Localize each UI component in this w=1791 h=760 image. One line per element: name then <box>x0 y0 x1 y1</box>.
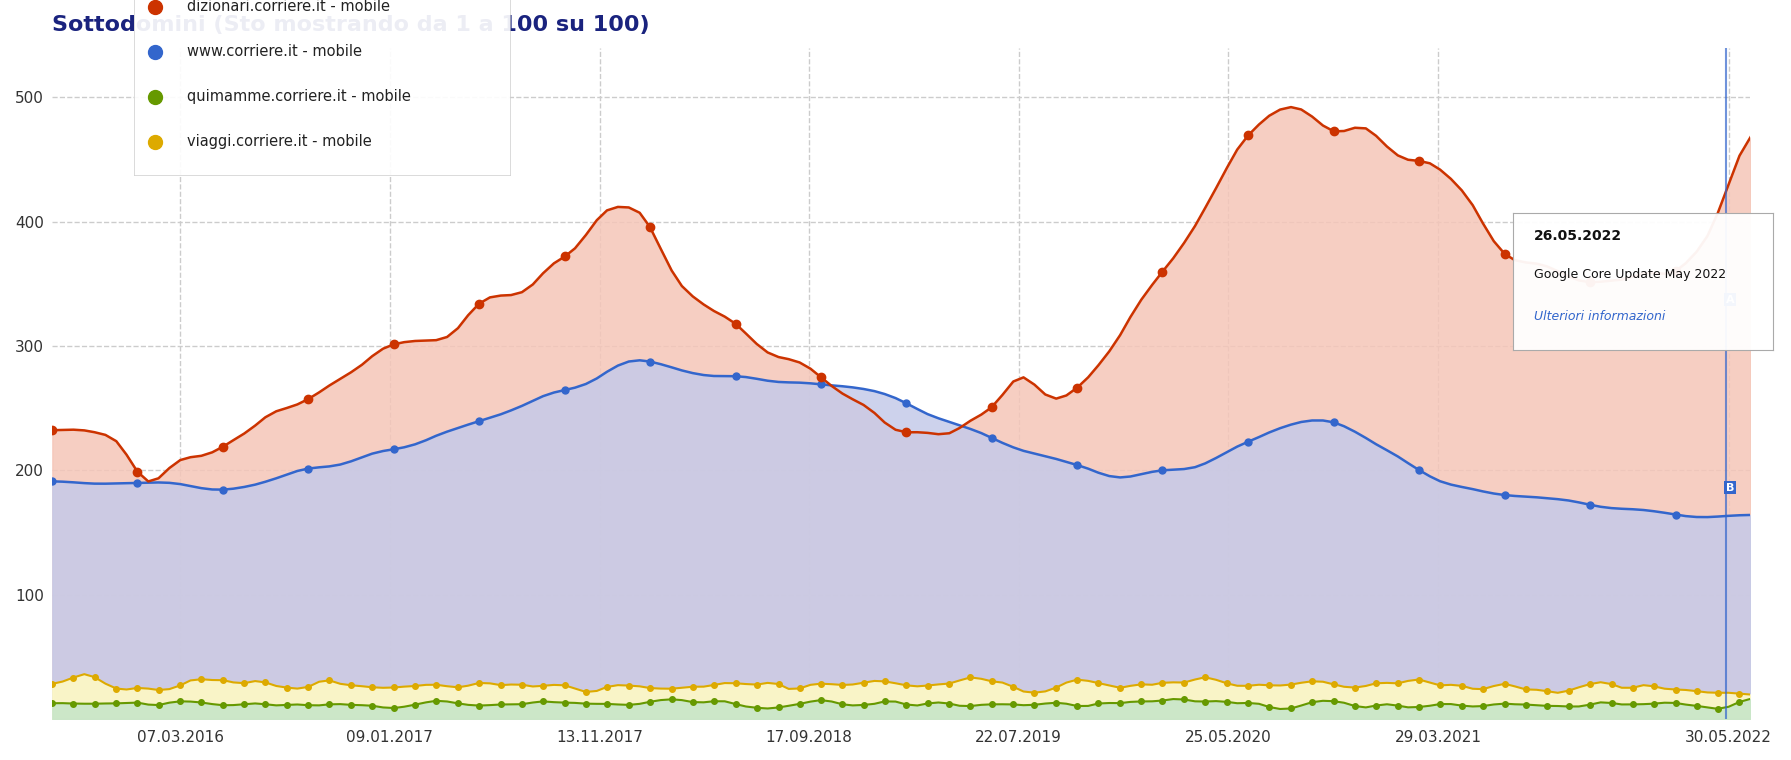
Text: A: A <box>1727 295 1734 305</box>
Text: Google Core Update May 2022: Google Core Update May 2022 <box>1535 268 1727 281</box>
Text: www.corriere.it - mobile: www.corriere.it - mobile <box>186 44 362 59</box>
Text: viaggi.corriere.it - mobile: viaggi.corriere.it - mobile <box>186 135 373 150</box>
Text: Sottodomini (Sto mostrando da 1 a 100 su 100): Sottodomini (Sto mostrando da 1 a 100 su… <box>52 15 650 35</box>
Text: dizionari.corriere.it - mobile: dizionari.corriere.it - mobile <box>186 0 390 14</box>
Text: 26.05.2022: 26.05.2022 <box>1535 230 1623 243</box>
Text: quimamme.corriere.it - mobile: quimamme.corriere.it - mobile <box>186 90 410 104</box>
Text: B: B <box>1727 483 1734 492</box>
Text: Ulteriori informazioni: Ulteriori informazioni <box>1535 309 1666 322</box>
